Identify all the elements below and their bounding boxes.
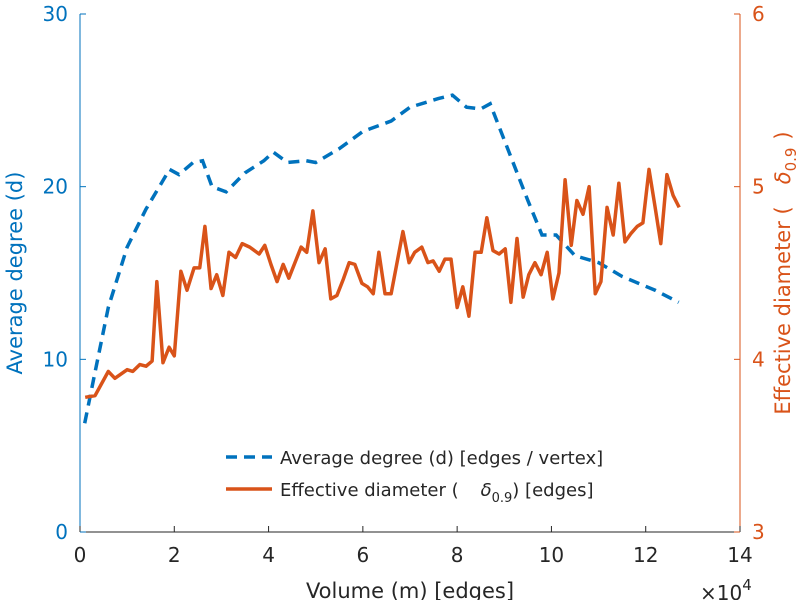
x-tick-label: 14 (727, 543, 752, 567)
x-axis-multiplier: ×104 (700, 576, 752, 600)
y-axis-label-right-suffix: ) (771, 131, 795, 139)
x-tick-label: 10 (539, 543, 564, 567)
y-tick-label-left: 20 (43, 175, 68, 199)
y-tick-label-right: 5 (752, 175, 765, 199)
y-tick-label-right: 6 (752, 2, 765, 26)
x-tick-label: 2 (168, 543, 181, 567)
average-degree-line (82, 93, 680, 424)
x-multiplier-exponent: 4 (742, 576, 752, 594)
x-multiplier-base: ×10 (700, 581, 742, 600)
x-tick-label: 4 (262, 543, 275, 567)
x-tick-label: 0 (74, 543, 87, 567)
y-tick-label-right: 4 (752, 347, 765, 371)
legend-label-suffix: ) [edges] (512, 480, 593, 501)
y-axis-label-left: Average degree (d) (3, 172, 27, 375)
y-tick-label-left: 10 (43, 347, 68, 371)
x-tick-label: 8 (451, 543, 464, 567)
y-axis-label-right-prefix: Effective diameter ( (771, 206, 795, 414)
axes (79, 13, 741, 533)
y-axis-label-right-sub: 0.9 (782, 148, 800, 172)
y-tick-label-right: 3 (752, 520, 765, 544)
legend-label-prefix: Effective diameter ( (280, 480, 459, 501)
legend: Average degree (d) [edges / vertex] Effe… (226, 448, 603, 506)
y-tick-label-left: 30 (43, 2, 68, 26)
x-tick-label: 12 (633, 543, 658, 567)
x-tick-label: 6 (356, 543, 369, 567)
y-axis-label-right-symbol: δ (771, 171, 795, 184)
y-tick-label-left: 0 (55, 520, 68, 544)
x-axis-label: Volume (m) [edges] (306, 579, 514, 600)
legend-label-effective-diameter: Effective diameter ( δ0.9) [edges] (280, 480, 593, 506)
y-axis-label-right: Effective diameter ( δ0.9) (771, 131, 800, 414)
legend-label-symbol: δ (481, 480, 492, 501)
legend-label-sub: 0.9 (492, 491, 513, 506)
legend-label-average-degree: Average degree (d) [edges / vertex] (280, 448, 603, 469)
tick-labels: 0 2 4 6 8 10 12 14 0 10 20 30 3 4 5 6 (43, 2, 765, 567)
effective-diameter-line (84, 167, 681, 400)
